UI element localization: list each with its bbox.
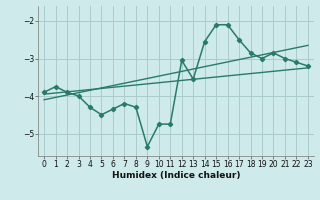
X-axis label: Humidex (Indice chaleur): Humidex (Indice chaleur) [112, 171, 240, 180]
